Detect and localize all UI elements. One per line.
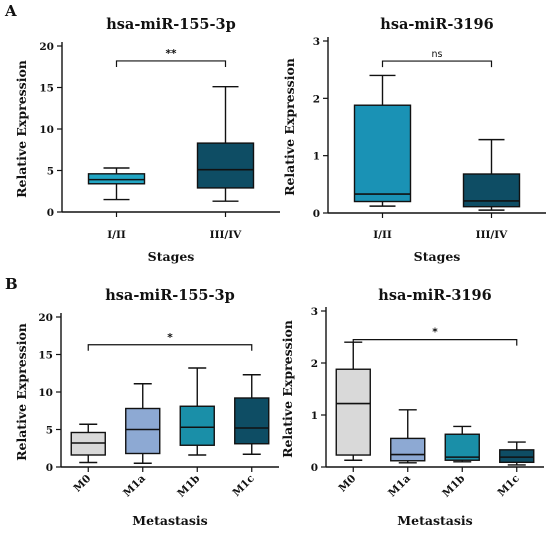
- y-tick-label: 1: [313, 151, 320, 163]
- box-M1a: [390, 409, 426, 464]
- y-tick-label: 5: [46, 425, 53, 437]
- box-III/IV: [196, 85, 255, 202]
- box-M1c: [499, 441, 535, 466]
- box-III/IV: [462, 138, 521, 211]
- chart-panel-1: hsa-miR-3196 0 1 2 3 Relative Expression I/II I…: [282, 16, 546, 264]
- significance-label: *: [167, 332, 173, 344]
- y-tick-label: 5: [47, 166, 54, 178]
- box-M1b: [179, 367, 215, 456]
- y-axis-label: Relative Expression: [282, 58, 297, 196]
- x-tick-label: M1b: [175, 473, 202, 500]
- y-tick-label: 15: [38, 350, 53, 362]
- y-axis-label: Relative Expression: [14, 60, 29, 198]
- significance-bracket: [352, 339, 518, 346]
- y-tick-label: 0: [313, 208, 320, 220]
- x-tick-label: M1c: [495, 473, 521, 499]
- significance-label: ns: [432, 49, 443, 60]
- significance-label: **: [166, 48, 177, 60]
- box-iqr: [335, 368, 371, 456]
- x-tick-label: M1c: [230, 473, 256, 499]
- x-axis-label: Metastasis: [397, 513, 472, 528]
- significance-bracket: [381, 60, 493, 68]
- y-tick-label: 2: [311, 358, 318, 370]
- y-tick-label: 10: [39, 124, 54, 136]
- y-tick-label: 2: [313, 93, 320, 105]
- significance-label: *: [432, 327, 438, 339]
- x-axis-label: Metastasis: [132, 513, 207, 528]
- x-tick-label: III/IV: [210, 229, 242, 241]
- x-tick-label: M0: [336, 473, 358, 495]
- box-iqr: [444, 433, 480, 461]
- box-iqr: [353, 104, 412, 203]
- box-I/II: [353, 74, 412, 207]
- x-tick-label: I/II: [373, 229, 392, 241]
- x-tick-label: III/IV: [476, 229, 508, 241]
- x-axis-label: Stages: [414, 249, 461, 264]
- box-iqr: [87, 173, 146, 185]
- box-iqr: [390, 437, 426, 462]
- box-iqr: [462, 173, 521, 208]
- box-iqr: [179, 405, 215, 446]
- box-M1c: [234, 374, 270, 455]
- box-M1a: [125, 383, 161, 464]
- y-tick-label: 1: [311, 410, 318, 422]
- y-tick-label: 0: [47, 207, 54, 219]
- x-tick-label: M1a: [386, 472, 413, 499]
- box-iqr: [234, 397, 270, 445]
- y-tick-label: 15: [39, 83, 54, 95]
- x-tick-label: M1b: [440, 473, 467, 500]
- box-I/II: [87, 167, 146, 201]
- y-tick-label: 20: [39, 41, 54, 53]
- x-tick-label: M1a: [121, 472, 148, 499]
- chart-title: hsa-miR-155-3p: [105, 287, 235, 304]
- significance-bracket: [115, 60, 227, 67]
- y-tick-label: 20: [38, 312, 53, 324]
- box-iqr: [196, 142, 255, 189]
- x-tick-label: M0: [71, 473, 93, 495]
- y-tick-label: 3: [313, 36, 320, 48]
- y-tick-label: 0: [311, 462, 318, 474]
- y-tick-label: 10: [38, 387, 53, 399]
- y-axis-label: Relative Expression: [280, 320, 295, 458]
- x-axis-label: Stages: [148, 249, 195, 264]
- y-tick-label: 3: [311, 306, 318, 318]
- box-iqr: [125, 407, 161, 455]
- chart-title: hsa-miR-155-3p: [106, 16, 236, 33]
- box-M0: [335, 341, 371, 461]
- significance-bracket: [87, 344, 253, 351]
- y-tick-label: 0: [46, 462, 53, 474]
- panel-label: A: [4, 2, 17, 20]
- box-M1b: [444, 425, 480, 463]
- y-axis-label: Relative Expression: [14, 323, 29, 461]
- box-iqr: [499, 449, 535, 464]
- chart-title: hsa-miR-3196: [378, 287, 491, 304]
- chart-panel-3: hsa-miR-3196 0 1 2 3 Relative Expression M0 M1a…: [280, 287, 544, 528]
- x-tick-label: I/II: [107, 229, 126, 241]
- chart-title: hsa-miR-3196: [380, 16, 493, 33]
- box-M0: [70, 423, 106, 464]
- panel-label: B: [5, 275, 18, 293]
